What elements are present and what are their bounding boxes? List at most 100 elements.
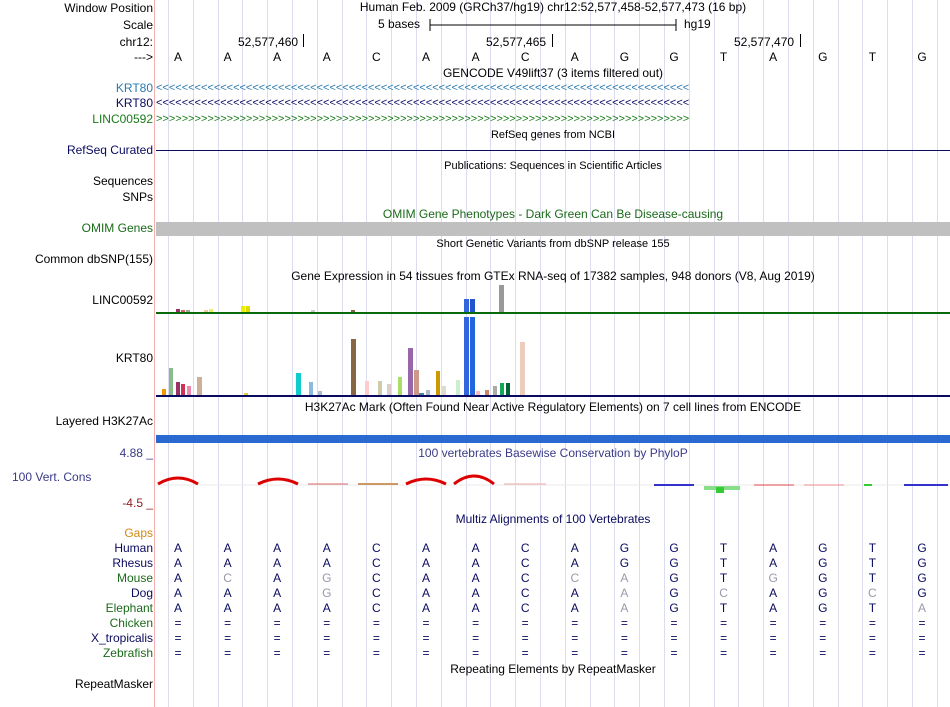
gtex-tissue-bar[interactable] <box>181 310 185 312</box>
repeatmasker-label[interactable]: RepeatMasker <box>74 677 153 691</box>
publications-label-snps[interactable]: SNPs <box>122 190 153 204</box>
gtex-tissue-bar[interactable] <box>309 382 313 395</box>
gtex-tissue-bar[interactable] <box>408 348 413 395</box>
window-position-label[interactable]: Window Position <box>64 1 153 15</box>
gtex-linc00592-graph[interactable] <box>156 285 950 314</box>
h3k27ac-signal[interactable] <box>156 435 950 443</box>
gtex-tissue-bar[interactable] <box>499 285 504 312</box>
gtex-tissue-bar[interactable] <box>244 393 248 395</box>
species-label[interactable]: Elephant <box>105 601 153 615</box>
gtex-tissue-bar[interactable] <box>436 371 440 395</box>
repeatmasker-title[interactable]: Repeating Elements by RepeatMasker <box>450 662 656 676</box>
gtex-tissue-bar[interactable] <box>387 384 391 395</box>
dbsnp-label[interactable]: Common dbSNP(155) <box>34 252 153 266</box>
gtex-tissue-bar[interactable] <box>162 389 166 395</box>
scale-text: 5 bases <box>378 17 421 31</box>
gtex-tissue-bar[interactable] <box>493 386 497 395</box>
gtex-tissue-bar[interactable] <box>476 391 480 395</box>
omim-title[interactable]: OMIM Gene Phenotypes - Dark Green Can Be… <box>382 207 724 221</box>
gtex-tissue-bar[interactable] <box>470 317 475 395</box>
gtex-tissue-bar[interactable] <box>520 342 525 395</box>
gtex-tissue-bar[interactable] <box>485 390 489 395</box>
alignment-base: = <box>472 616 480 630</box>
gencode-label-krt80-b[interactable]: KRT80 <box>115 96 153 110</box>
scale-label[interactable]: Scale <box>122 18 153 32</box>
grid-line <box>217 0 219 707</box>
alignment-base: = <box>472 631 480 645</box>
chrom-label[interactable]: chr12: <box>119 35 153 49</box>
species-label[interactable]: Zebrafish <box>102 646 153 660</box>
dbsnp-title[interactable]: Short Genetic Variants from dbSNP releas… <box>436 238 670 250</box>
h3k27ac-title[interactable]: H3K27Ac Mark (Often Found Near Active Re… <box>304 400 802 414</box>
alignment-base: A <box>421 601 430 615</box>
grid-line <box>912 0 913 707</box>
refseq-title[interactable]: RefSeq genes from NCBI <box>490 129 616 141</box>
species-label[interactable]: Dog <box>130 586 153 600</box>
gencode-title[interactable]: GENCODE V49lift37 (3 items filtered out) <box>442 66 664 80</box>
gtex-tissue-bar[interactable] <box>186 310 190 312</box>
panel-divider[interactable] <box>154 0 155 707</box>
gtex-label-linc00592[interactable]: LINC00592 <box>92 293 153 307</box>
gencode-krt80-a-feature[interactable]: <<<<<<<<<<<<<<<<<<<<<<<<<<<<<<<<<<<<<<<<… <box>156 82 690 94</box>
gtex-tissue-bar[interactable] <box>365 381 369 395</box>
gtex-tissue-bar[interactable] <box>176 309 180 312</box>
gencode-krt80-b-feature[interactable]: <<<<<<<<<<<<<<<<<<<<<<<<<<<<<<<<<<<<<<<<… <box>156 97 690 109</box>
omim-feature-bar[interactable] <box>156 222 950 236</box>
gtex-krt80-graph[interactable] <box>156 315 950 397</box>
alignment-base: G <box>322 571 332 585</box>
gtex-tissue-bar[interactable] <box>246 306 250 312</box>
gtex-tissue-bar[interactable] <box>500 383 504 395</box>
gtex-tissue-bar[interactable] <box>414 370 419 395</box>
grid-line <box>664 0 665 707</box>
omim-label[interactable]: OMIM Genes <box>81 221 153 235</box>
phylop-graph[interactable] <box>156 468 950 498</box>
gtex-label-krt80[interactable]: KRT80 <box>115 351 153 365</box>
gtex-tissue-bar[interactable] <box>464 299 469 312</box>
species-label[interactable]: Rhesus <box>112 556 153 570</box>
gtex-tissue-bar[interactable] <box>419 393 424 395</box>
gencode-linc00592-feature[interactable]: >>>>>>>>>>>>>>>>>>>>>>>>>>>>>>>>>>>>>>>>… <box>156 113 690 125</box>
publications-title[interactable]: Publications: Sequences in Scientific Ar… <box>444 160 662 172</box>
gtex-tissue-bar[interactable] <box>464 317 469 395</box>
alignment-base: C <box>372 601 381 615</box>
alignment-base: T <box>719 541 728 555</box>
refseq-label[interactable]: RefSeq Curated <box>66 143 153 157</box>
alignment-base: A <box>570 601 579 615</box>
gtex-tissue-bar[interactable] <box>169 368 173 395</box>
gtex-tissue-bar[interactable] <box>426 390 430 395</box>
multiz-title[interactable]: Multiz Alignments of 100 Vertebrates <box>455 512 651 526</box>
gaps-label[interactable]: Gaps <box>124 526 153 540</box>
refseq-feature-line[interactable] <box>156 150 950 151</box>
gtex-tissue-bar[interactable] <box>351 339 356 395</box>
publications-label-sequences[interactable]: Sequences <box>92 174 153 188</box>
gtex-tissue-bar[interactable] <box>318 391 322 395</box>
gtex-tissue-bar[interactable] <box>176 382 180 395</box>
phylop-label[interactable]: 100 Vert. Cons <box>12 470 92 484</box>
gtex-title[interactable]: Gene Expression in 54 tissues from GTEx … <box>291 269 815 283</box>
species-label[interactable]: Human <box>114 541 153 555</box>
strand-label[interactable]: ---> <box>134 50 153 64</box>
gencode-label-linc00592[interactable]: LINC00592 <box>92 112 153 126</box>
gtex-tissue-bar[interactable] <box>187 386 191 395</box>
gencode-label-krt80-a[interactable]: KRT80 <box>115 81 153 95</box>
gtex-tissue-bar[interactable] <box>311 310 315 312</box>
species-label[interactable]: Chicken <box>109 616 153 630</box>
phylop-title[interactable]: 100 vertebrates Basewise Conservation by… <box>418 446 688 460</box>
gtex-tissue-bar[interactable] <box>296 373 301 395</box>
species-label[interactable]: X_tropicalis <box>90 631 153 645</box>
h3k27ac-label[interactable]: Layered H3K27Ac <box>55 414 153 428</box>
gtex-tissue-bar[interactable] <box>351 310 355 312</box>
gtex-tissue-bar[interactable] <box>506 383 510 395</box>
track-data-panel[interactable]: Human Feb. 2009 (GRCh37/hg19) chr12:52,5… <box>156 0 950 707</box>
gtex-tissue-bar[interactable] <box>241 306 245 312</box>
gtex-tissue-bar[interactable] <box>181 384 185 395</box>
gtex-tissue-bar[interactable] <box>204 310 208 312</box>
gtex-tissue-bar[interactable] <box>209 309 213 312</box>
gtex-tissue-bar[interactable] <box>398 377 402 395</box>
species-label[interactable]: Mouse <box>116 571 153 585</box>
gtex-tissue-bar[interactable] <box>470 299 475 312</box>
gtex-tissue-bar[interactable] <box>456 380 460 395</box>
gtex-tissue-bar[interactable] <box>197 377 202 395</box>
gtex-tissue-bar[interactable] <box>378 381 382 395</box>
gtex-tissue-bar[interactable] <box>442 386 446 395</box>
